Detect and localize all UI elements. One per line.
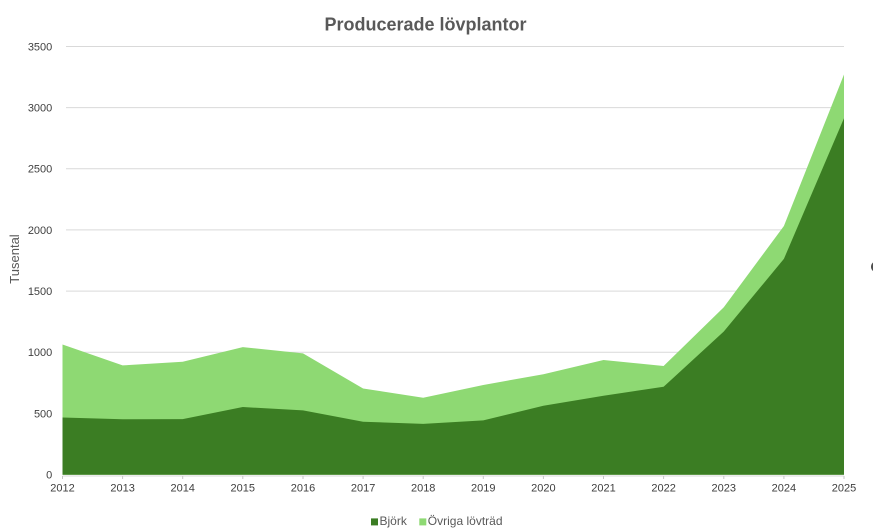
svg-text:1000: 1000	[28, 347, 52, 359]
svg-text:Tusental: Tusental	[7, 234, 22, 283]
svg-text:2000: 2000	[28, 225, 52, 237]
svg-text:3500: 3500	[28, 41, 52, 53]
svg-text:1500: 1500	[28, 286, 52, 298]
svg-text:2022: 2022	[651, 483, 675, 495]
svg-text:2023: 2023	[712, 483, 736, 495]
svg-text:0: 0	[46, 469, 52, 481]
svg-text:2017: 2017	[351, 483, 375, 495]
svg-text:Övriga lövträd: Övriga lövträd	[428, 514, 503, 528]
svg-text:2025: 2025	[832, 483, 856, 495]
svg-text:2013: 2013	[110, 483, 134, 495]
svg-text:2500: 2500	[28, 164, 52, 176]
svg-text:3000: 3000	[28, 103, 52, 115]
svg-text:Björk: Björk	[380, 514, 408, 528]
svg-text:Producerade lövplantor: Producerade lövplantor	[324, 15, 526, 35]
svg-text:500: 500	[34, 408, 52, 420]
svg-text:2024: 2024	[772, 483, 796, 495]
svg-text:2019: 2019	[471, 483, 495, 495]
svg-text:2021: 2021	[591, 483, 615, 495]
svg-text:2018: 2018	[411, 483, 435, 495]
svg-text:2016: 2016	[291, 483, 315, 495]
svg-text:2015: 2015	[231, 483, 255, 495]
svg-text:2012: 2012	[50, 483, 74, 495]
svg-text:2014: 2014	[170, 483, 194, 495]
svg-text:2020: 2020	[531, 483, 555, 495]
